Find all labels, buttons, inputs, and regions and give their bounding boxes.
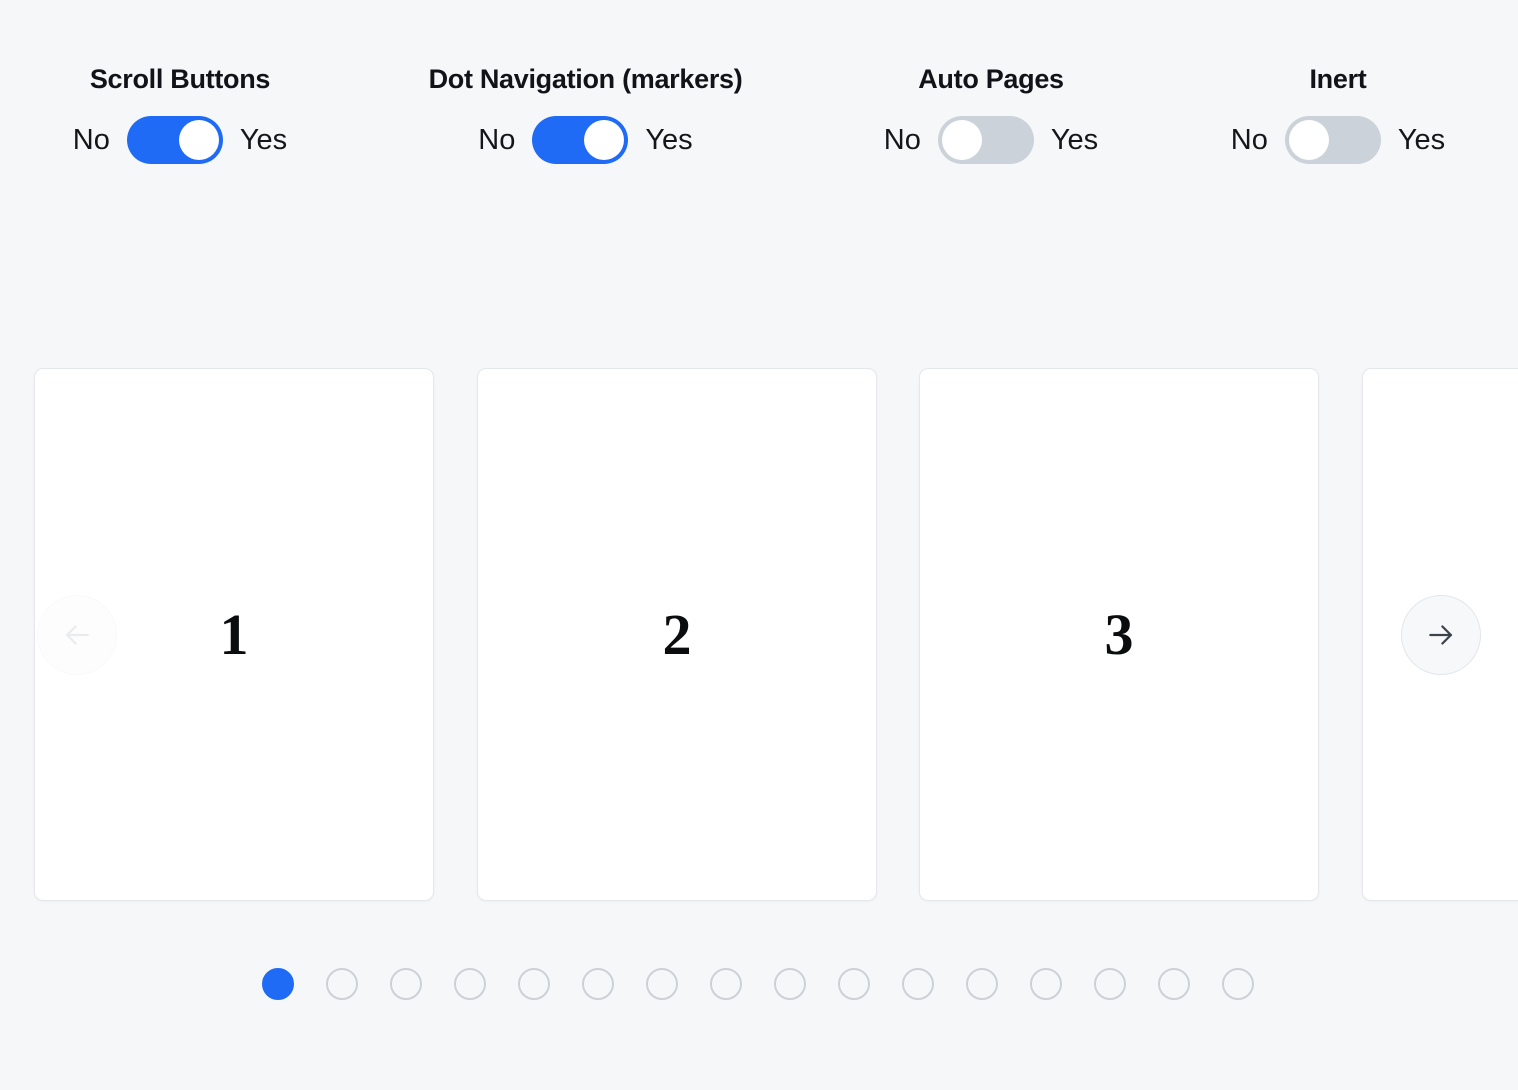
carousel-dot[interactable]: [838, 968, 870, 1000]
carousel-dot-navigation[interactable]: [262, 968, 1254, 1000]
toggle-knob: [1288, 120, 1329, 160]
carousel-dot[interactable]: [262, 968, 294, 1000]
carousel-next-button[interactable]: [1401, 595, 1481, 675]
carousel-dot[interactable]: [518, 968, 550, 1000]
control-group-auto-pages: Auto Pages No Yes: [860, 62, 1122, 164]
carousel-dot[interactable]: [1158, 968, 1190, 1000]
toggle-dot-navigation[interactable]: [532, 116, 629, 164]
control-title-inert: Inert: [1309, 64, 1367, 94]
controls-toolbar: Scroll Buttons No Yes Dot Navigation (ma…: [0, 0, 1518, 230]
switch-row-scroll-buttons: No Yes: [70, 116, 290, 164]
switch-on-label-dot-navigation: Yes: [645, 124, 693, 156]
carousel-prev-button[interactable]: [37, 595, 117, 675]
carousel-slide[interactable]: 2: [477, 368, 877, 901]
switch-off-label-scroll-buttons: No: [72, 124, 110, 156]
switch-on-label-inert: Yes: [1397, 124, 1446, 156]
carousel-slide[interactable]: 3: [919, 368, 1319, 901]
arrow-left-icon: [60, 618, 94, 652]
switch-off-label-inert: No: [1230, 124, 1268, 156]
toggle-scroll-buttons[interactable]: [126, 116, 223, 164]
control-group-dot-navigation: Dot Navigation (markers) No Yes: [393, 62, 778, 164]
switch-on-label-auto-pages: Yes: [1050, 124, 1099, 156]
toggle-auto-pages[interactable]: [937, 116, 1034, 164]
slide-number: 2: [662, 601, 692, 667]
carousel-dot[interactable]: [966, 968, 998, 1000]
carousel-dot[interactable]: [710, 968, 742, 1000]
switch-on-label-scroll-buttons: Yes: [239, 124, 288, 156]
carousel-dot[interactable]: [1030, 968, 1062, 1000]
carousel-dot[interactable]: [1222, 968, 1254, 1000]
toggle-inert[interactable]: [1284, 116, 1381, 164]
arrow-right-icon: [1424, 618, 1458, 652]
carousel-dot[interactable]: [390, 968, 422, 1000]
toggle-knob: [941, 120, 982, 160]
carousel[interactable]: 1 2 3: [0, 368, 1518, 902]
control-title-auto-pages: Auto Pages: [918, 64, 1064, 94]
carousel-dot[interactable]: [326, 968, 358, 1000]
carousel-dot[interactable]: [774, 968, 806, 1000]
control-title-scroll-buttons: Scroll Buttons: [89, 64, 271, 94]
control-group-scroll-buttons: Scroll Buttons No Yes: [70, 62, 290, 164]
toggle-knob: [584, 120, 625, 160]
carousel-dot[interactable]: [454, 968, 486, 1000]
carousel-dot[interactable]: [646, 968, 678, 1000]
control-title-dot-navigation: Dot Navigation (markers): [428, 64, 743, 94]
slide-number: 1: [219, 601, 249, 667]
switch-row-inert: No Yes: [1198, 116, 1478, 164]
toggle-knob: [178, 120, 219, 160]
switch-row-dot-navigation: No Yes: [393, 116, 778, 164]
carousel-dot[interactable]: [1094, 968, 1126, 1000]
control-group-inert: Inert No Yes: [1198, 62, 1478, 164]
switch-row-auto-pages: No Yes: [860, 116, 1122, 164]
slide-number: 3: [1104, 601, 1134, 667]
switch-off-label-auto-pages: No: [883, 124, 921, 156]
switch-off-label-dot-navigation: No: [478, 124, 516, 156]
carousel-dot[interactable]: [582, 968, 614, 1000]
carousel-dot[interactable]: [902, 968, 934, 1000]
